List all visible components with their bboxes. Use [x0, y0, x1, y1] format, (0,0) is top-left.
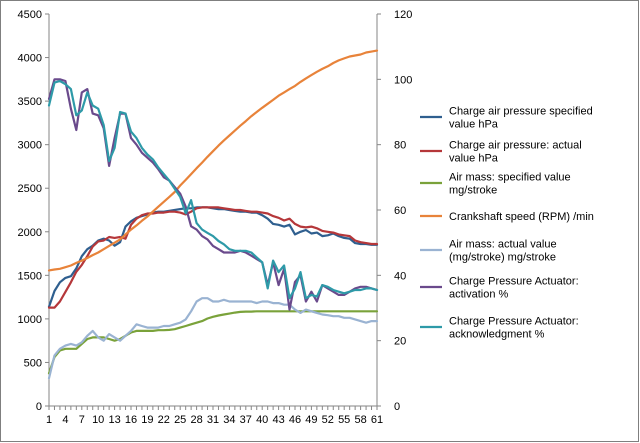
- right-tick-label: 60: [394, 205, 406, 217]
- left-tick-label: 4000: [18, 53, 42, 65]
- x-tick-label: 37: [240, 414, 252, 426]
- right-tick-label: 0: [394, 401, 400, 413]
- x-tick-label: 31: [207, 414, 219, 426]
- legend-label-2: Charge air pressure: actual value hPa: [449, 140, 582, 165]
- right-tick-label: 80: [394, 140, 406, 152]
- right-tick-label: 40: [394, 270, 406, 282]
- x-tick-label: 52: [322, 414, 334, 426]
- x-tick-label: 43: [272, 414, 284, 426]
- left-tick-label: 2000: [18, 227, 42, 239]
- right-tick-label: 20: [394, 336, 406, 348]
- x-tick-label: 40: [256, 414, 268, 426]
- x-tick-label: 1: [46, 414, 52, 426]
- series-line-3: [47, 310, 379, 375]
- series-line-4: [47, 49, 379, 272]
- series-line-7: [47, 79, 379, 300]
- x-tick-label: 34: [223, 414, 235, 426]
- x-tick-label: 46: [289, 414, 301, 426]
- x-tick-label: 13: [108, 414, 120, 426]
- left-tick-label: 3500: [18, 96, 42, 108]
- x-tick-label: 22: [158, 414, 170, 426]
- right-tick-label: 100: [394, 74, 412, 86]
- left-tick-label: 0: [36, 401, 42, 413]
- x-tick-label: 49: [305, 414, 317, 426]
- x-tick-label: 58: [354, 414, 366, 426]
- series-line-5: [47, 297, 379, 380]
- left-tick-label: 3000: [18, 140, 42, 152]
- legend-label-3: Air mass: specified value mg/stroke: [449, 172, 574, 197]
- legend-label-6: Charge Pressure Actuator: activation %: [449, 276, 579, 301]
- x-tick-label: 7: [79, 414, 85, 426]
- x-tick-label: 28: [190, 414, 202, 426]
- legend: Charge air pressure specified value hPa Ch…: [420, 106, 594, 341]
- right-tick-label: 120: [394, 9, 412, 21]
- x-tick-label: 4: [62, 414, 68, 426]
- x-tick-label: 19: [141, 414, 153, 426]
- x-tick-label: 10: [92, 414, 104, 426]
- series-line-6: [47, 78, 379, 311]
- series-line-1: [47, 206, 379, 308]
- axes: 0 500 1000 1500 2000 2500 3000 3500 4000 4500 0 20 4…: [18, 9, 413, 426]
- left-tick-label: 500: [24, 357, 42, 369]
- legend-label-5: Air mass: actual value (mg/stroke) mg/str…: [449, 239, 557, 264]
- legend-label-4: Crankshaft speed (RPM) /min: [449, 211, 594, 223]
- legend-label-1: Charge air pressure specified value hPa: [449, 106, 593, 131]
- left-tick-label: 4500: [18, 9, 42, 21]
- series-lines: [47, 49, 379, 380]
- x-tick-label: 61: [371, 414, 383, 426]
- left-tick-label: 2500: [18, 183, 42, 195]
- x-tick-label: 55: [338, 414, 350, 426]
- legend-label-7: Charge Pressure Actuator: acknowledgment…: [449, 316, 582, 341]
- left-tick-label: 1500: [18, 270, 42, 282]
- x-tick-label: 16: [125, 414, 137, 426]
- left-tick-label: 1000: [18, 314, 42, 326]
- series-line-2: [47, 206, 379, 309]
- x-tick-label: 25: [174, 414, 186, 426]
